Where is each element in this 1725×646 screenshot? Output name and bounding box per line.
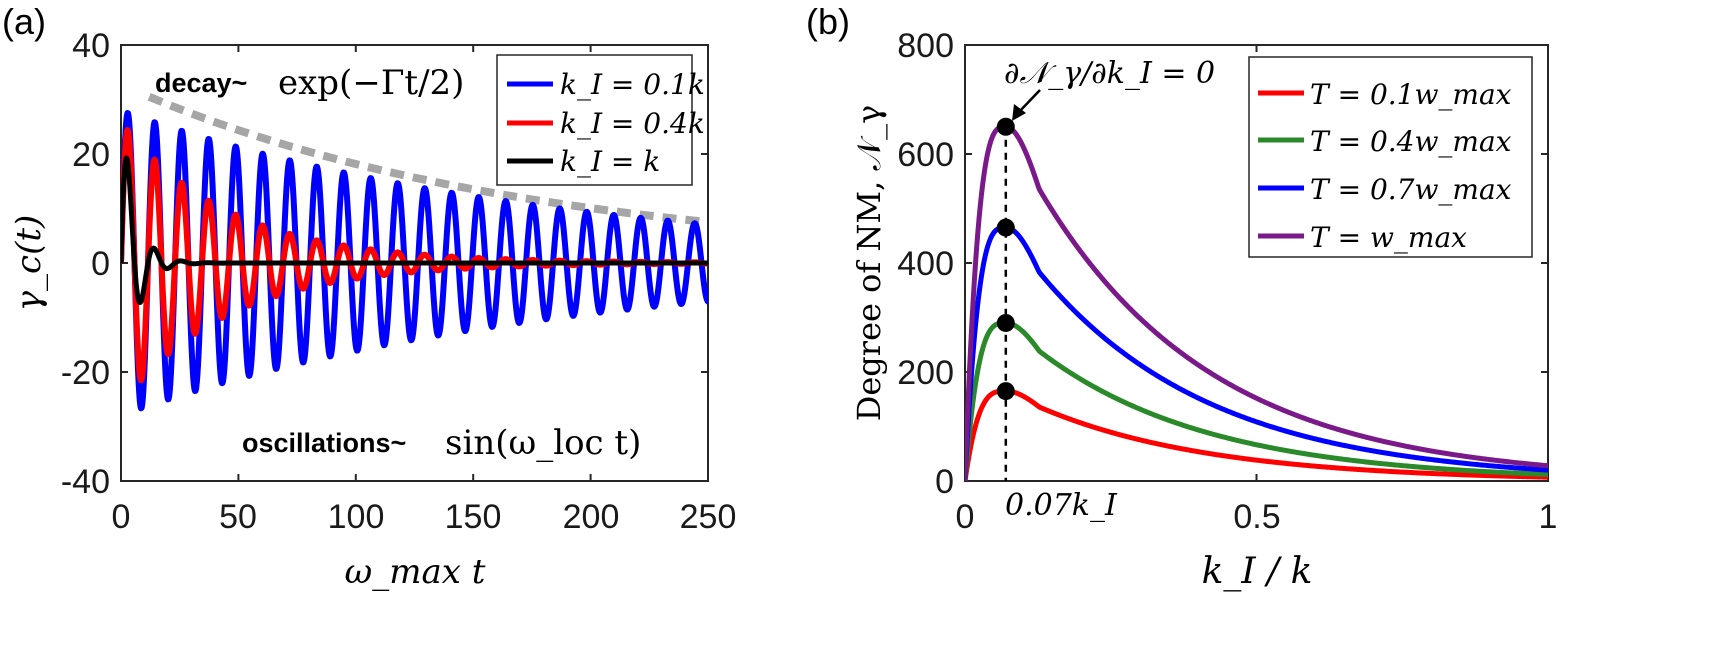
panel-b-y-axis-label: Degree of NM, 𝒩_γ (850, 105, 888, 422)
derivative-annotation: ∂𝒩_γ/∂k_I = 0 (1004, 56, 1215, 91)
panel-a-x-ticks: 0 50 100 150 200 250 (112, 498, 737, 536)
peak-marker-t-0.7wmax (996, 218, 1015, 237)
a-ytick-label: 20 (72, 136, 110, 174)
series-line-t-0.4wmax (965, 320, 1548, 481)
b-xtick-label: 1 (1539, 498, 1558, 536)
a-xtick-label: 250 (680, 498, 737, 536)
oscillation-annotation: oscillations~ sin(ω_loc t) (242, 423, 641, 463)
panel-a-label: (a) (2, 1, 46, 42)
peak-marker-t-wmax (996, 117, 1015, 136)
panel-b-x-ticks: 0 0.5 1 (956, 498, 1558, 536)
panel-b-label: (b) (806, 1, 850, 42)
series-line-ki-0.1k (121, 110, 708, 412)
panel-b-plot-area (965, 124, 1548, 481)
a-xtick-label: 150 (445, 498, 502, 536)
decay-formula: exp(−Γt/2) (278, 63, 464, 103)
panel-a-x-axis-label: ω_max t (345, 552, 486, 592)
b-xtick-label: 0 (956, 498, 975, 536)
panel-a-legend: k_I = 0.1k k_I = 0.4k k_I = k (496, 54, 705, 186)
b-ytick-label: 600 (897, 136, 954, 174)
a-xtick-label: 50 (219, 498, 257, 536)
panel-b-legend-box (1248, 56, 1533, 258)
peak-marker-t-0.4wmax (996, 313, 1015, 332)
oscillations-formula: sin(ω_loc t) (445, 423, 641, 463)
legend-label-t-0.7wmax: T = 0.7w_max (1310, 173, 1512, 206)
panel-a: (a) 40 20 0 -20 -40 0 50 100 150 200 250… (2, 1, 736, 592)
b-ytick-label: 200 (897, 354, 954, 392)
series-line-t-wmax (965, 124, 1548, 481)
oscillations-word: oscillations~ (242, 428, 406, 458)
b-ytick-label: 400 (897, 245, 954, 283)
panel-b-x-axis-label: k_I / k (1202, 551, 1313, 592)
series-line-t-0.1wmax (965, 388, 1548, 481)
a-xtick-label: 0 (112, 498, 131, 536)
b-ytick-label: 800 (897, 27, 954, 65)
panel-a-y-axis-label: γ_c(t) (9, 215, 49, 312)
legend-label-ki-0.4k: k_I = 0.4k (560, 107, 705, 140)
peak-marker-t-0.1wmax (996, 382, 1015, 401)
decay-envelope-line (147, 93, 708, 227)
annotation-arrow-line (1017, 89, 1041, 114)
b-ytick-label: 0 (935, 463, 954, 501)
panel-a-plot-area (121, 93, 708, 412)
annotation-arrow-head (1012, 104, 1026, 121)
series-line-ki-k (121, 155, 708, 306)
panel-b-legend: T = 0.1w_max T = 0.4w_max T = 0.7w_max T… (1248, 56, 1533, 258)
a-xtick-label: 200 (563, 498, 620, 536)
b-xtick-label: 0.5 (1233, 498, 1280, 536)
legend-label-t-0.4wmax: T = 0.4w_max (1310, 125, 1512, 158)
series-line-t-0.7wmax (965, 225, 1548, 481)
panel-a-y-ticks: 40 20 0 -20 -40 (61, 27, 110, 501)
a-ytick-label: 0 (91, 245, 110, 283)
legend-label-ki-0.1k: k_I = 0.1k (560, 68, 705, 101)
a-xtick-label: 100 (328, 498, 385, 536)
a-ytick-label: -20 (61, 354, 110, 392)
legend-label-t-wmax: T = w_max (1310, 221, 1467, 254)
decay-word: decay~ (155, 68, 247, 98)
legend-label-ki-k: k_I = k (560, 145, 660, 178)
peak-x-label: 0.07k_I (1005, 488, 1118, 523)
a-ytick-label: 40 (72, 27, 110, 65)
legend-label-t-0.1wmax: T = 0.1w_max (1310, 78, 1512, 111)
a-ytick-label: -40 (61, 463, 110, 501)
panel-b: (b) 800 600 400 200 0 0 0.5 1 k_I / k De… (806, 1, 1557, 592)
decay-annotation: decay~ exp(−Γt/2) (155, 63, 464, 103)
panel-b-y-ticks: 800 600 400 200 0 (897, 27, 954, 501)
